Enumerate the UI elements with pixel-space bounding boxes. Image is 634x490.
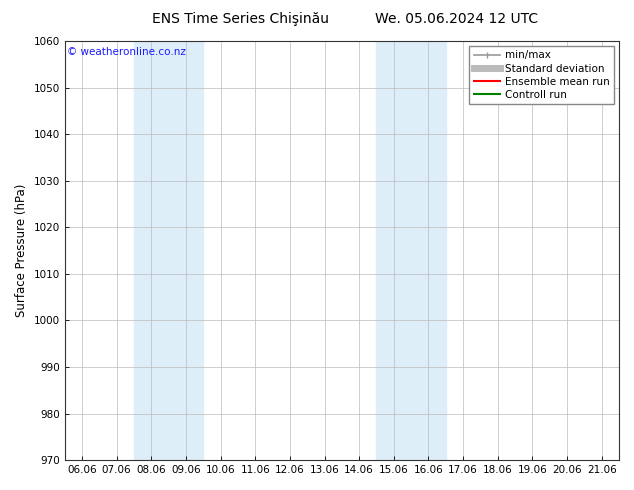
Text: © weatheronline.co.nz: © weatheronline.co.nz bbox=[67, 48, 186, 57]
Legend: min/max, Standard deviation, Ensemble mean run, Controll run: min/max, Standard deviation, Ensemble me… bbox=[469, 46, 614, 104]
Bar bbox=[377, 41, 446, 460]
Text: ENS Time Series Chişinău: ENS Time Series Chişinău bbox=[152, 12, 330, 26]
Y-axis label: Surface Pressure (hPa): Surface Pressure (hPa) bbox=[15, 184, 28, 318]
Text: We. 05.06.2024 12 UTC: We. 05.06.2024 12 UTC bbox=[375, 12, 538, 26]
Bar bbox=[134, 41, 204, 460]
